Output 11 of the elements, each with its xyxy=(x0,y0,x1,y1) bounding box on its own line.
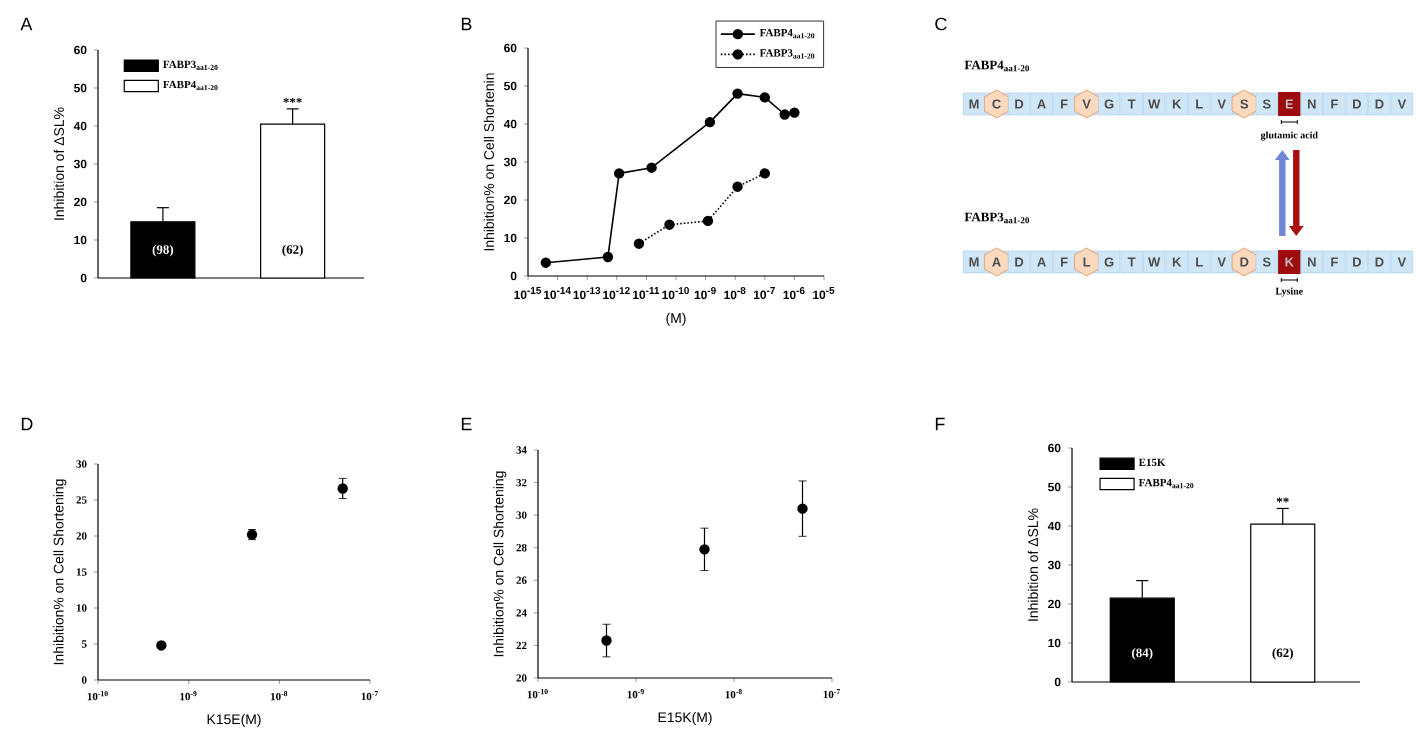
text: C xyxy=(935,17,947,31)
chart-title: D xyxy=(21,417,33,431)
chart-title: B xyxy=(461,17,472,31)
point xyxy=(797,503,808,514)
chart-title: E xyxy=(461,417,472,431)
point xyxy=(699,544,710,555)
chart-title: F xyxy=(935,417,945,431)
chart-title: A xyxy=(20,17,33,31)
point xyxy=(337,483,348,494)
point xyxy=(156,640,167,651)
point xyxy=(601,635,612,646)
